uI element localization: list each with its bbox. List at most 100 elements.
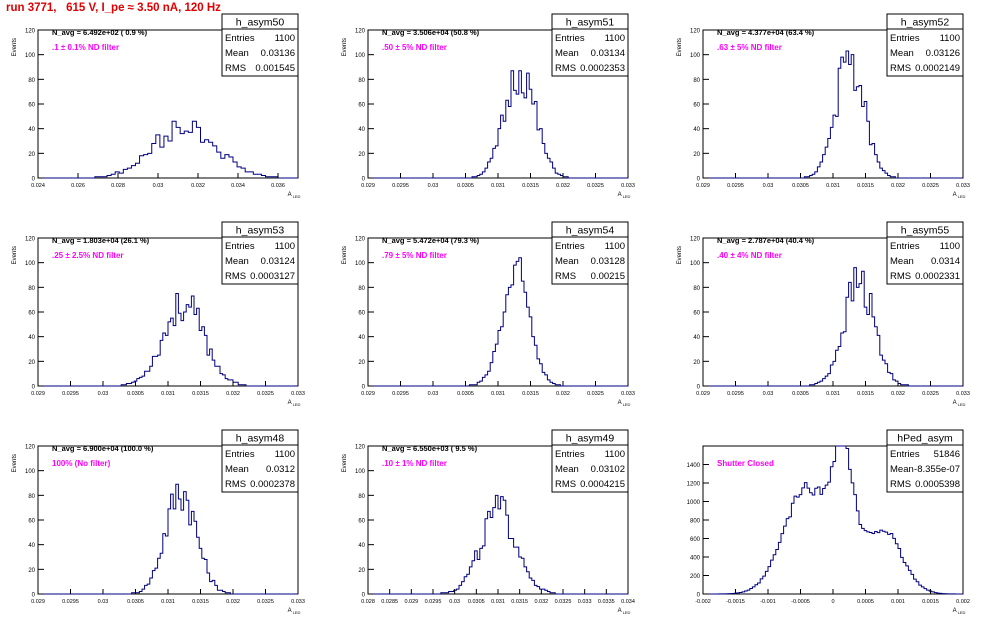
x-axis-label: ALED [953,400,966,407]
x-tick-label: 0.0285 [381,599,398,605]
y-tick-label: 0 [362,177,366,183]
y-tick-label: 60 [693,103,700,109]
x-tick-label: 0.0305 [457,391,474,397]
y-tick-label: 60 [358,519,365,525]
histogram-name: h_asym54 [566,225,615,237]
stats-value: 1100 [605,241,625,252]
y-tick-label: 40 [693,335,700,341]
x-tick-label: 0.033 [291,599,305,605]
x-tick-label: 0.028 [361,599,375,605]
y-tick-label: 100 [690,261,701,267]
filter-label: .25 ± 2.5% ND filter [52,251,124,260]
stats-value: 0.0312 [266,464,295,475]
y-tick-label: 120 [25,29,36,35]
stats-box [551,13,629,77]
x-tick-label: 0.0315 [522,183,539,189]
stats-value: 1100 [275,449,295,460]
x-tick-label: 0.032 [891,183,905,189]
stats-key: RMS [225,63,246,74]
y-tick-label: 60 [28,103,35,109]
x-tick-label: 0.001 [891,599,905,605]
x-tick-label: 0.0295 [62,391,79,397]
x-tick-label: 0.0295 [727,391,744,397]
y-tick-label: 20 [358,568,365,574]
stats-box [221,429,299,493]
x-tick-label: 0.0315 [192,599,209,605]
histogram-line [702,445,964,595]
histogram-line [703,50,963,179]
stats-box [221,13,299,77]
histogram-line [703,267,963,387]
stats-value: 0.0002149 [915,63,960,74]
y-tick-label: 600 [690,537,701,543]
x-tick-label: 0.029 [361,391,375,397]
x-tick-label: 0.0315 [511,599,528,605]
y-tick-label: 0 [362,385,366,391]
stats-value: 0.0005398 [915,479,960,490]
histogram-panel-h_asym55: 0 20 40 60 80 100 120 0.029 0.0295 0.03 0.0305 0.03… [677,221,970,407]
x-tick-label: 0.032 [226,599,240,605]
histogram-panel-h_asym50: 0 20 40 60 80 100 120 0.024 0.026 0.028 0.03 0.032 0… [12,13,301,199]
stats-value: 1100 [605,449,625,460]
x-tick-label: -0.002 [695,599,711,605]
x-tick-label: 0.0325 [587,183,604,189]
x-axis-label: ALED [288,192,301,199]
stats-value: 1100 [275,33,295,44]
histogram-line [368,70,628,179]
x-tick-label: -0.001 [760,599,776,605]
y-tick-label: 0 [362,593,366,599]
x-tick-label: 0.034 [231,183,245,189]
histogram-line [368,494,628,595]
x-tick-label: 0.0315 [857,183,874,189]
stats-key: RMS [225,271,246,282]
x-tick-label: 0.0325 [257,391,274,397]
y-tick-label: 800 [690,519,701,525]
stats-key: RMS [225,479,246,490]
y-axis-label: Events [677,38,683,56]
stats-key: Mean [890,48,914,59]
x-tick-label: 0.031 [161,391,175,397]
stats-box [886,221,964,285]
y-tick-label: 80 [358,494,365,500]
y-tick-label: 80 [693,286,700,292]
stats-value: 0.00215 [591,271,625,282]
x-tick-label: 0.0305 [468,599,485,605]
x-tick-label: 0.0295 [62,599,79,605]
y-axis-label: Events [12,38,18,56]
stats-key: Entries [890,33,920,44]
y-axis-label: Events [12,454,18,472]
histogram-panel-h_asym52: 0 20 40 60 80 100 120 0.029 0.0295 0.03 0.0305 0.03… [677,13,970,199]
x-tick-label: 0.033 [956,391,970,397]
stats-value: 0.03126 [926,48,960,59]
stats-value: 0.0003127 [250,271,295,282]
stats-key: Entries [555,241,585,252]
x-tick-label: 0.031 [826,183,840,189]
histogram-name: h_asym48 [236,433,285,445]
x-axis-label: ALED [288,400,301,407]
navg-label: N_avg = 6.550e+03 ( 9.5 %) [382,444,478,453]
navg-label: N_avg = 6.492e+02 ( 0.9 %) [52,28,148,37]
stats-value: 0.001545 [255,63,295,74]
x-tick-label: -0.0005 [791,599,810,605]
x-tick-label: 0.029 [404,599,418,605]
x-tick-label: 0.032 [534,599,548,605]
x-tick-label: 0.028 [111,183,125,189]
stats-key: Mean [225,48,249,59]
filter-label: .79 ± 5% ND filter [382,251,447,260]
x-tick-label: 0.0315 [857,391,874,397]
x-tick-label: 0.032 [556,183,570,189]
stats-key: Entries [225,449,255,460]
stats-key: Entries [225,241,255,252]
y-tick-label: 0 [697,385,701,391]
x-tick-label: 0.0315 [522,391,539,397]
stats-key: RMS [555,63,576,74]
run-title: run 3771, 615 V, I_pe ≈ 3.50 nA, 120 Hz [6,2,221,14]
histogram-line [368,257,628,387]
x-tick-label: 0.029 [696,183,710,189]
filter-label: .63 ± 5% ND filter [717,43,782,52]
y-tick-label: 200 [690,574,701,580]
x-tick-label: 0.0325 [922,391,939,397]
stats-key: Mean [225,464,249,475]
y-tick-label: 100 [25,261,36,267]
x-tick-label: 0.03 [763,391,774,397]
